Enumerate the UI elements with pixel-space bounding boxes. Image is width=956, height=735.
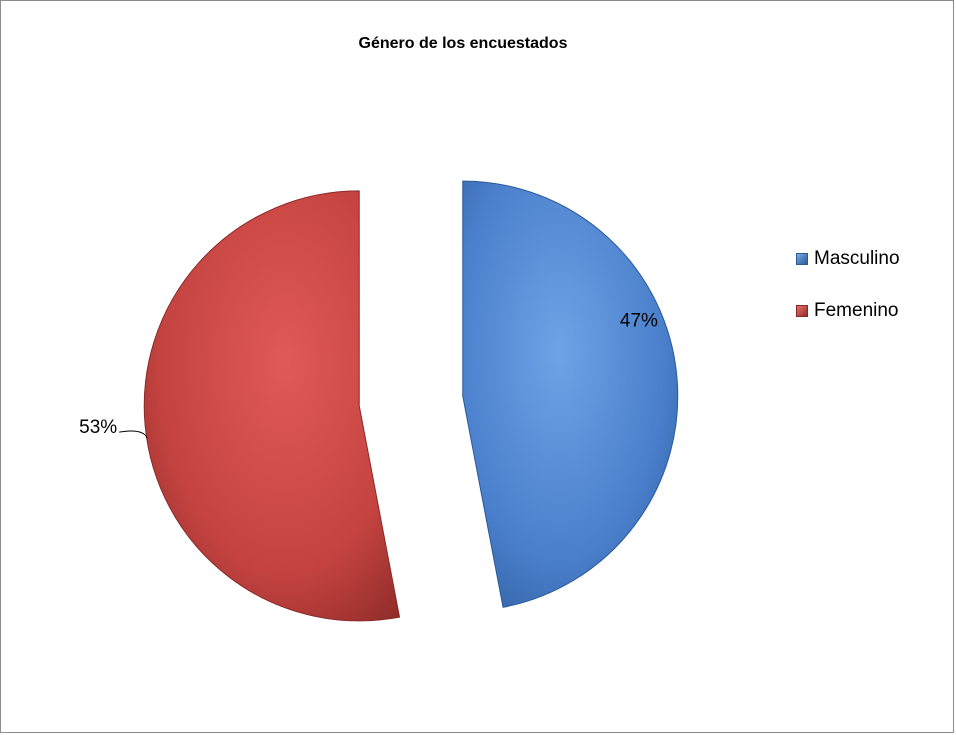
legend: Masculino Femenino	[796, 246, 900, 350]
legend-item-masculino: Masculino	[796, 246, 900, 272]
leader-line-femenino	[119, 430, 148, 439]
legend-swatch-masculino	[796, 253, 808, 265]
data-label-femenino: 53%	[79, 417, 117, 438]
legend-swatch-femenino	[796, 305, 808, 317]
data-label-masculino: 47%	[620, 311, 658, 332]
pie-slice-femenino	[143, 190, 401, 622]
chart-title: Género de los encuestados	[358, 35, 568, 52]
legend-label-masculino: Masculino	[814, 248, 900, 269]
legend-label-femenino: Femenino	[814, 300, 899, 321]
legend-item-femenino: Femenino	[796, 298, 900, 324]
pie-slice-masculino	[462, 180, 679, 608]
